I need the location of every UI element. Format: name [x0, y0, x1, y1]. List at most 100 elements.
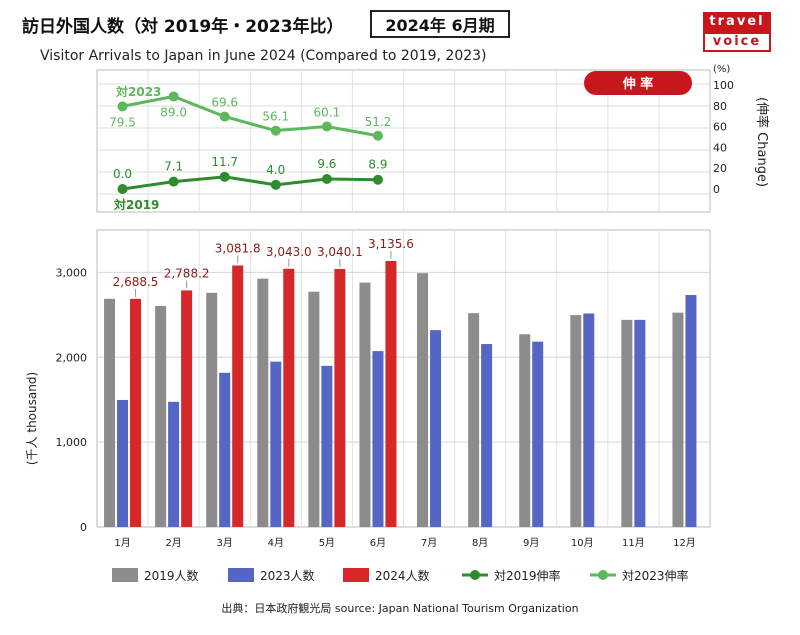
- bar-2024: [385, 260, 397, 527]
- bar-2024-value-label: 3,040.1: [317, 245, 363, 259]
- point-vs2019: [168, 176, 179, 187]
- bar-2019: [519, 334, 531, 527]
- bar-2023: [321, 365, 333, 527]
- chart-legend: 2019人数 2023人数 2024人数 対2019伸率 対2023伸率: [112, 568, 689, 583]
- line-y-tick-label: 100: [713, 79, 734, 92]
- bar-y-tick-label: 1,000: [56, 436, 88, 449]
- legend-swatch: [343, 568, 369, 582]
- bar-2024-value-label: 3,081.8: [215, 241, 261, 255]
- legend-label: 2023人数: [260, 568, 315, 583]
- series-label-vs2023: 対2023: [115, 84, 161, 99]
- point-vs2023: [168, 91, 179, 102]
- data-label-vs2023: 89.0: [160, 105, 187, 119]
- bar-2024: [232, 265, 244, 527]
- bar-2023: [168, 401, 180, 527]
- data-label-vs2023: 60.1: [314, 105, 341, 119]
- point-vs2019: [117, 184, 128, 194]
- bar-2024: [130, 298, 142, 527]
- line-y-tick-label: 40: [713, 141, 727, 154]
- legend-marker: [470, 570, 480, 580]
- bar-2023: [117, 399, 129, 527]
- change-rate-badge: [584, 71, 692, 95]
- period-badge: 2024年 6月期: [370, 10, 510, 38]
- data-label-vs2023: 51.2: [365, 115, 392, 129]
- point-vs2019: [321, 174, 332, 185]
- legend-swatch: [228, 568, 254, 582]
- data-label-vs2019: 4.0: [266, 163, 285, 177]
- legend-label: 対2019伸率: [494, 568, 561, 583]
- legend-swatch: [112, 568, 138, 582]
- point-vs2023: [372, 130, 383, 141]
- bar-2023: [430, 330, 442, 527]
- bar-2023: [372, 351, 384, 527]
- bar-y-tick-label: 3,000: [56, 266, 88, 279]
- point-vs2019: [270, 179, 281, 190]
- line-y-tick-label: 20: [713, 162, 727, 175]
- bar-x-tick-label: 11月: [622, 537, 645, 549]
- bar-2024-value-label: 3,043.0: [266, 245, 312, 259]
- bar-2019: [308, 291, 320, 527]
- bar-x-tick-label: 6月: [370, 537, 386, 549]
- bar-y-tick-label: 0: [80, 521, 87, 534]
- bar-x-tick-label: 9月: [523, 537, 539, 549]
- point-vs2023: [117, 101, 128, 112]
- visitor-bar-panel: 0 1,000 2,000 3,000 (千人 thousand) 2,688.5 1月 2,…: [25, 229, 711, 549]
- legend-label: 対2023伸率: [622, 568, 689, 583]
- chart-title: 訪日外国人数（対 2019年・2023年比）: [22, 17, 344, 37]
- point-vs2023: [270, 125, 281, 136]
- bar-x-tick-label: 1月: [114, 537, 130, 549]
- bar-2023: [583, 313, 595, 527]
- point-vs2023: [219, 111, 230, 122]
- bar-2019: [417, 273, 429, 527]
- data-label-vs2023: 79.5: [109, 115, 136, 129]
- bar-x-tick-label: 10月: [571, 537, 594, 549]
- bar-2024-value-label: 3,135.6: [368, 237, 414, 251]
- bar-2019: [672, 312, 684, 527]
- series-label-vs2019: 対2019: [113, 197, 159, 212]
- line-vs2023: [122, 94, 379, 138]
- legend-marker: [598, 570, 608, 580]
- point-vs2023: [321, 121, 332, 132]
- bar-2023: [270, 361, 282, 527]
- bar-y-axis-label: (千人 thousand): [25, 372, 39, 465]
- line-y-unit: (%): [713, 64, 730, 75]
- point-vs2019: [219, 171, 230, 182]
- data-label-vs2023: 69.6: [211, 96, 238, 110]
- bar-2019: [155, 306, 167, 527]
- bar-y-tick-label: 2,000: [56, 351, 88, 364]
- bar-2019: [359, 282, 371, 527]
- bar-2019: [257, 278, 269, 527]
- bar-x-tick-label: 3月: [217, 537, 233, 549]
- legend-label: 2019人数: [144, 568, 199, 583]
- legend-label: 2024人数: [375, 568, 430, 583]
- data-label-vs2019: 11.7: [211, 155, 238, 169]
- line-y-tick-label: 60: [713, 121, 727, 134]
- change-rate-panel: 0 20 40 60 80 100 (%) (伸率 Change) 伸 率 79.5 89.0 69.…: [96, 64, 770, 213]
- bar-2023: [634, 319, 646, 527]
- bar-2024: [181, 290, 193, 527]
- logo-line-2: voice: [703, 32, 771, 52]
- logo-line-1: travel: [703, 12, 771, 32]
- bar-2019: [468, 313, 480, 527]
- bar-2019: [206, 292, 218, 527]
- chart-subtitle: Visitor Arrivals to Japan in June 2024 (…: [40, 48, 487, 64]
- bar-2024-value-label: 2,688.5: [113, 275, 159, 289]
- line-y-tick-label: 0: [713, 183, 720, 196]
- bar-x-tick-label: 4月: [268, 537, 284, 549]
- travelvoice-logo: travel voice: [703, 12, 771, 52]
- bar-2019: [621, 319, 633, 527]
- bar-2023: [219, 372, 231, 527]
- bar-x-tick-label: 12月: [673, 537, 696, 549]
- data-label-vs2019: 9.6: [317, 157, 336, 171]
- bar-2024-value-label: 2,788.2: [164, 266, 210, 280]
- bar-2023: [481, 344, 493, 527]
- bar-x-tick-label: 7月: [421, 537, 437, 549]
- bar-2023: [532, 341, 544, 527]
- source-note: 出典：日本政府観光局 source: Japan National Touris…: [221, 602, 579, 615]
- bar-2023: [685, 295, 697, 527]
- data-label-vs2019: 7.1: [164, 160, 183, 174]
- bar-2024: [334, 269, 346, 527]
- point-vs2019: [372, 174, 383, 185]
- bar-x-tick-label: 5月: [319, 537, 335, 549]
